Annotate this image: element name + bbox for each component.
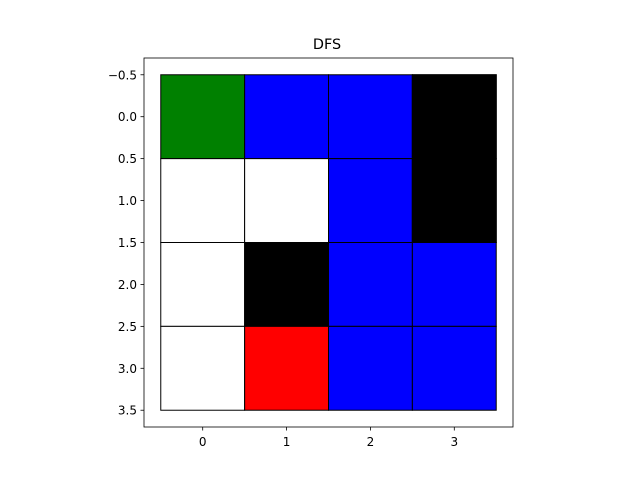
chart-title: DFS [313, 37, 341, 53]
merged-black-wall [411, 74, 497, 244]
y-tick-label: 1.0 [118, 194, 137, 208]
merged-wall-regions [411, 74, 497, 244]
grid-cell-blue [411, 242, 497, 327]
y-tick-label: 2.0 [118, 278, 137, 292]
y-tick-label: −0.5 [108, 68, 137, 82]
grid-cell-white [160, 158, 246, 244]
x-tick-label: 3 [450, 435, 458, 449]
y-tick-label: 3.5 [118, 404, 137, 418]
grid-cell-blue [328, 242, 413, 327]
grid-cell-black [244, 242, 330, 327]
y-tick-label: 0.0 [118, 110, 137, 124]
x-tick-label: 0 [199, 435, 207, 449]
grid-cell-white [244, 158, 330, 244]
x-axis-ticks: 0 1 2 3 [199, 427, 458, 449]
grid-cell-white [160, 325, 246, 411]
y-tick-label: 1.5 [118, 236, 137, 250]
y-axis-ticks: −0.5 0.0 0.5 1.0 1.5 2.0 2.5 3.0 3.5 [108, 68, 144, 418]
y-tick-label: 0.5 [118, 152, 137, 166]
y-tick-label: 2.5 [118, 320, 137, 334]
x-tick-label: 2 [367, 435, 375, 449]
grid-cells [160, 74, 497, 411]
grid-cell-blue [328, 158, 413, 244]
grid-cell-red [244, 325, 330, 411]
grid-cell-blue [328, 74, 413, 160]
x-tick-label: 1 [283, 435, 291, 449]
grid-cell-white [160, 242, 246, 327]
grid-cell-blue [411, 325, 497, 411]
grid-cell-blue [328, 325, 413, 411]
y-tick-label: 3.0 [118, 362, 137, 376]
grid-cell-blue [244, 74, 330, 160]
grid-cell-green [160, 74, 246, 160]
